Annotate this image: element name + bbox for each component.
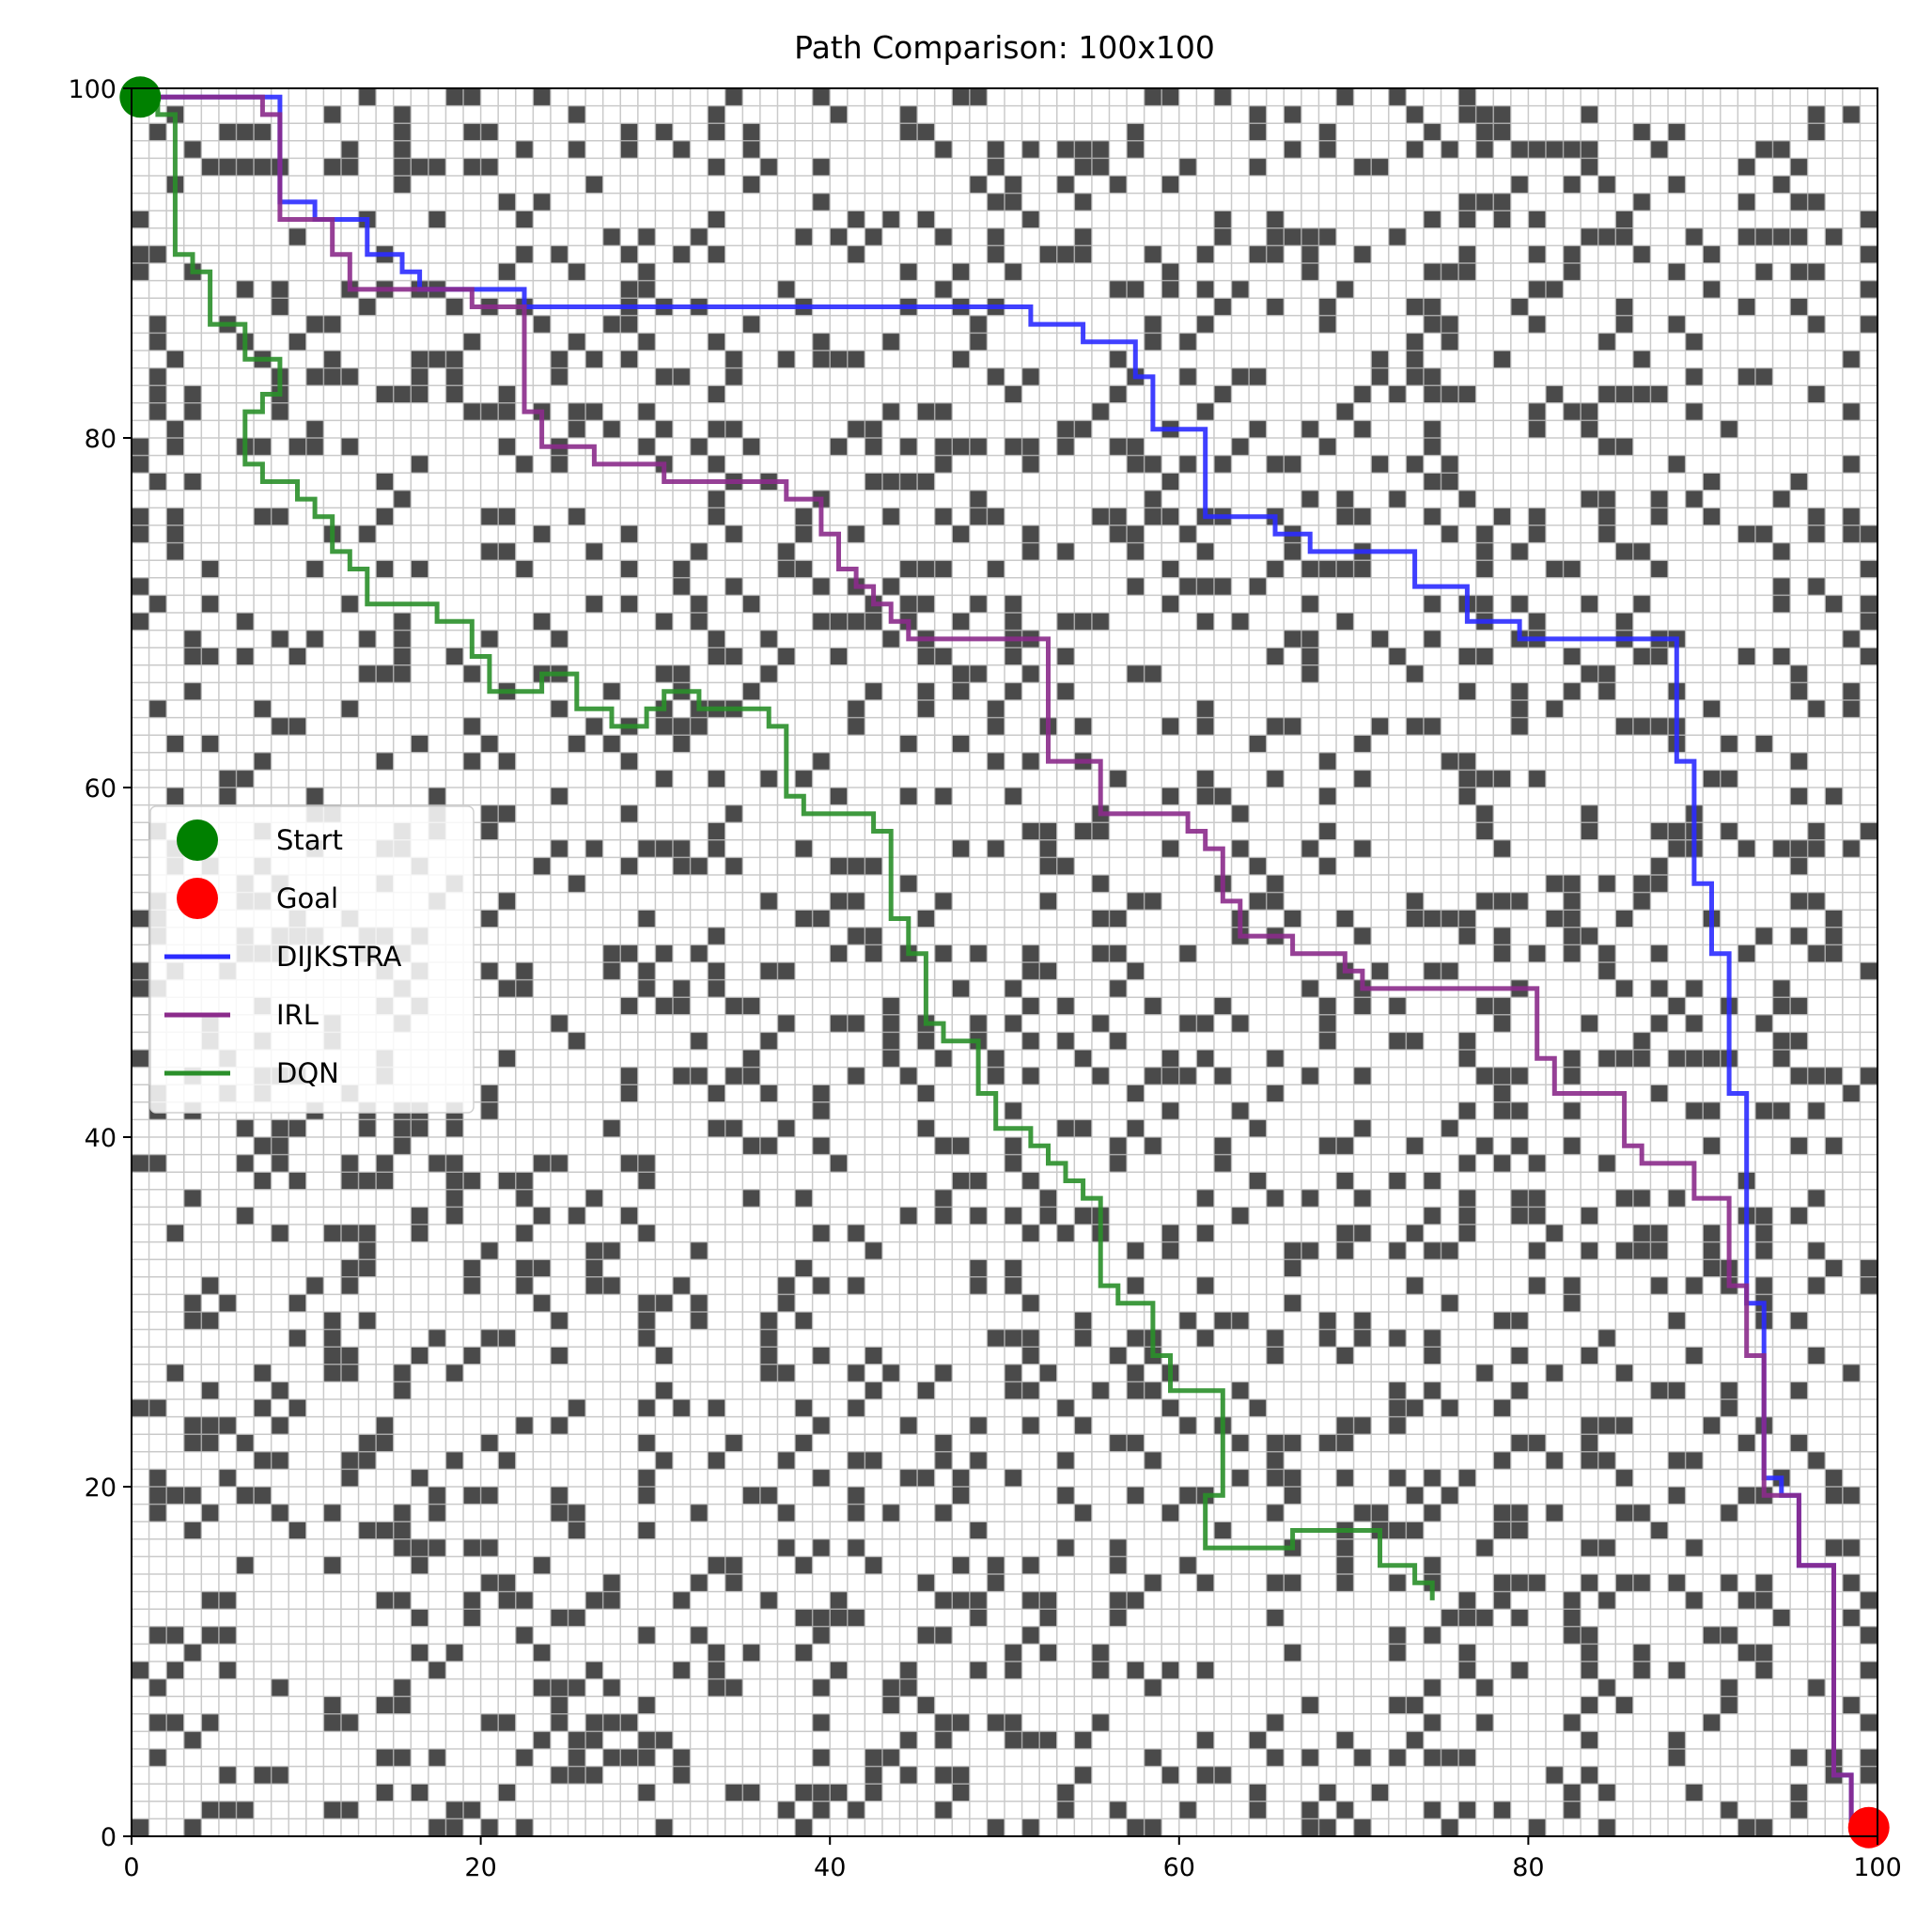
endpoint-markers <box>119 76 1890 1849</box>
legend-box <box>149 805 475 1114</box>
y-tick-label: 100 <box>68 75 117 104</box>
start-marker <box>119 76 162 118</box>
y-tick-label: 0 <box>101 1823 117 1852</box>
legend-label-dqn: DQN <box>276 1057 339 1089</box>
legend-swatch-goal <box>177 878 218 919</box>
path-dqn <box>140 94 1435 1600</box>
goal-marker <box>1847 1806 1890 1849</box>
y-tick-label: 80 <box>85 425 117 454</box>
plot-frame <box>131 87 1878 1837</box>
path-irl <box>140 94 1869 1831</box>
legend-label-dijkstra: DIJKSTRA <box>276 941 402 973</box>
legend-label-goal: Goal <box>276 882 338 914</box>
y-tick-label: 60 <box>85 774 117 803</box>
chart-title: Path Comparison: 100x100 <box>794 29 1215 66</box>
legend-label-start: Start <box>276 824 343 856</box>
y-axis-ticks: 0 20 40 60 80 100 <box>68 75 132 1852</box>
legend-swatch-start <box>177 819 218 861</box>
path-dijkstra <box>140 94 1869 1831</box>
legend-label-irl: IRL <box>276 999 319 1031</box>
legend: Start Goal DIJKSTRA IRL DQN <box>149 805 475 1114</box>
path-series <box>140 94 1869 1831</box>
x-axis-ticks: 0 20 40 60 80 100 <box>123 1836 1902 1882</box>
x-tick-label: 20 <box>464 1853 496 1882</box>
x-tick-label: 40 <box>814 1853 846 1882</box>
x-tick-label: 0 <box>123 1853 139 1882</box>
x-tick-label: 100 <box>1853 1853 1902 1882</box>
y-tick-label: 20 <box>85 1474 117 1503</box>
y-tick-label: 40 <box>85 1124 117 1153</box>
x-tick-label: 80 <box>1512 1853 1544 1882</box>
x-tick-label: 60 <box>1163 1853 1195 1882</box>
